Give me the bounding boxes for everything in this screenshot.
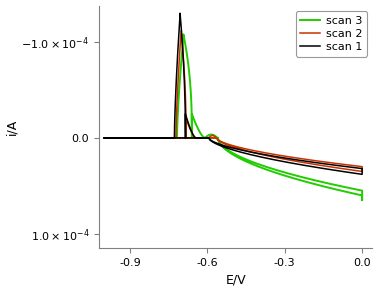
scan 2 — [280, 157, 284, 160]
scan 2 — [179, 29, 183, 32]
scan 3 — [181, 33, 186, 36]
scan 3 — [103, 136, 108, 140]
scan 1 — [178, 11, 182, 15]
X-axis label: E/V: E/V — [225, 273, 246, 286]
scan 1 — [102, 136, 107, 140]
scan 1 — [149, 136, 153, 140]
Y-axis label: i/A: i/A — [6, 119, 19, 135]
scan 3 — [334, 188, 338, 191]
scan 1 — [188, 127, 193, 131]
scan 3 — [175, 121, 180, 124]
scan 2 — [112, 136, 116, 140]
scan 3 — [141, 136, 146, 140]
scan 1 — [177, 32, 181, 35]
scan 3 — [102, 136, 107, 140]
scan 2 — [192, 135, 197, 139]
Legend: scan 3, scan 2, scan 1: scan 3, scan 2, scan 1 — [296, 11, 367, 57]
scan 3 — [102, 136, 107, 140]
scan 1 — [229, 146, 233, 149]
scan 2 — [216, 138, 220, 142]
scan 3 — [285, 175, 290, 178]
Line: scan 3: scan 3 — [104, 34, 362, 200]
scan 3 — [360, 199, 364, 202]
scan 2 — [234, 146, 238, 150]
scan 2 — [122, 136, 127, 140]
Line: scan 2: scan 2 — [104, 30, 362, 171]
Line: scan 1: scan 1 — [104, 13, 362, 174]
scan 1 — [102, 136, 107, 140]
scan 2 — [360, 170, 364, 173]
scan 2 — [102, 136, 107, 140]
scan 1 — [353, 166, 358, 169]
scan 1 — [360, 173, 364, 176]
scan 1 — [200, 136, 204, 140]
scan 2 — [102, 136, 107, 140]
scan 3 — [160, 136, 164, 140]
